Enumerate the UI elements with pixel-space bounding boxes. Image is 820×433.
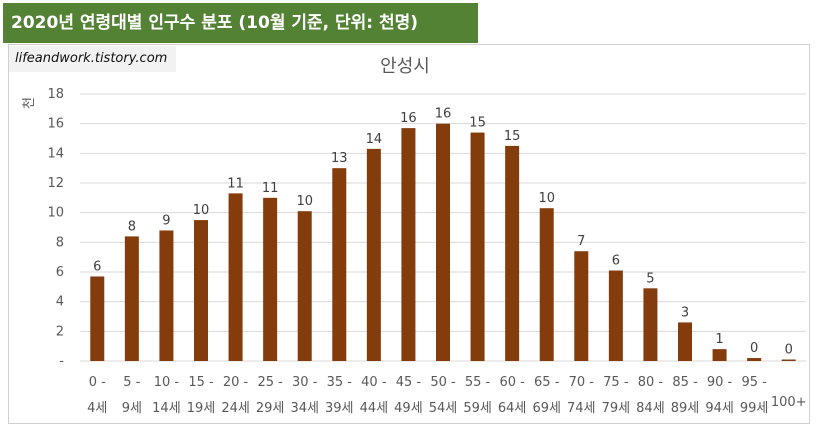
x-tick-label: 24세 <box>221 401 250 416</box>
bar <box>401 128 416 361</box>
data-label: 9 <box>162 213 170 228</box>
x-tick-label: 54세 <box>429 401 458 416</box>
x-tick-label: 60 - <box>499 375 525 390</box>
bar <box>194 220 208 361</box>
bar <box>539 208 554 361</box>
data-label: 6 <box>612 254 620 269</box>
x-tick-label: 55 - <box>465 375 491 390</box>
x-tick-label: 25 - <box>257 375 283 390</box>
data-label: 10 <box>193 203 210 218</box>
x-tick-label: 85 - <box>672 375 698 390</box>
bar <box>263 197 278 361</box>
x-tick-label: 100+ <box>771 395 807 410</box>
chart-title: 안성시 <box>380 56 430 77</box>
x-tick-label: 64세 <box>498 401 527 416</box>
x-tick-label: 10 - <box>154 375 180 390</box>
chart-banner-title: 2020년 연령대별 인구수 분포 (10월 기준, 단위: 천명) <box>3 3 478 43</box>
data-label: 10 <box>538 191 555 206</box>
x-tick-label: 5 - <box>123 375 140 390</box>
x-tick-label: 20 - <box>223 375 249 390</box>
x-tick-label: 45 - <box>396 375 422 390</box>
y-tick-label: 4 <box>56 295 64 310</box>
y-tick-label: 12 <box>47 176 64 191</box>
y-tick-label: 18 <box>47 87 64 102</box>
data-label: 0 <box>750 341 758 356</box>
x-tick-label: 80 - <box>638 375 664 390</box>
x-tick-label: 49세 <box>394 401 423 416</box>
data-label: 7 <box>577 234 585 249</box>
x-tick-label: 59세 <box>463 401 492 416</box>
x-tick-label: 9세 <box>122 401 142 416</box>
y-tick-label: - <box>59 354 64 369</box>
data-label: 14 <box>366 132 383 147</box>
y-tick-label: 16 <box>47 117 64 132</box>
data-label: 1 <box>715 332 723 347</box>
bar <box>159 230 174 361</box>
x-tick-label: 70 - <box>569 375 595 390</box>
x-tick-label: 30 - <box>292 375 318 390</box>
x-tick-label: 39세 <box>325 401 354 416</box>
x-tick-label: 95 - <box>741 375 767 390</box>
data-label: 16 <box>435 107 452 122</box>
data-label: 0 <box>785 343 793 358</box>
x-tick-label: 44세 <box>360 401 389 416</box>
bar <box>643 288 658 361</box>
bar <box>574 251 589 361</box>
data-label: 15 <box>504 129 521 144</box>
bar <box>436 123 450 362</box>
y-tick-label: 14 <box>47 146 64 161</box>
data-label: 11 <box>227 176 244 191</box>
x-tick-label: 4세 <box>87 401 107 416</box>
x-tick-label: 69세 <box>532 401 561 416</box>
site-label: lifeandwork.tistory.com <box>9 46 176 72</box>
x-tick-label: 15 - <box>188 375 214 390</box>
x-tick-label: 14세 <box>152 401 181 416</box>
x-tick-label: 94세 <box>705 401 734 416</box>
y-axis-label: 천 <box>22 97 37 109</box>
data-label: 16 <box>400 111 417 126</box>
bar <box>124 236 139 361</box>
data-label: 15 <box>469 116 486 131</box>
bar <box>332 168 347 361</box>
bar <box>90 276 105 361</box>
y-tick-label: 6 <box>56 265 64 280</box>
y-tick-label: 2 <box>56 324 64 339</box>
y-tick-label: 8 <box>56 235 64 250</box>
bar <box>505 145 520 361</box>
x-tick-label: 29세 <box>256 401 285 416</box>
bar <box>747 358 762 361</box>
bar <box>297 211 312 361</box>
x-tick-label: 90 - <box>707 375 733 390</box>
data-label: 5 <box>646 271 654 286</box>
x-tick-label: 50 - <box>430 375 456 390</box>
bar <box>228 193 243 361</box>
x-tick-label: 89세 <box>671 401 700 416</box>
x-tick-label: 35 - <box>327 375 353 390</box>
x-tick-label: 79세 <box>602 401 631 416</box>
bar <box>678 322 692 361</box>
x-tick-label: 74세 <box>567 401 596 416</box>
x-tick-label: 84세 <box>636 401 665 416</box>
x-tick-label: 34세 <box>290 401 319 416</box>
x-tick-label: 75 - <box>603 375 629 390</box>
data-label: 13 <box>331 151 348 166</box>
bar <box>470 132 485 361</box>
x-tick-label: 40 - <box>361 375 387 390</box>
data-label: 8 <box>128 219 136 234</box>
bar <box>781 359 796 361</box>
bar <box>366 148 381 361</box>
data-label: 11 <box>262 181 279 196</box>
y-tick-label: 10 <box>47 206 64 221</box>
data-label: 3 <box>681 305 689 320</box>
data-label: 6 <box>93 259 101 274</box>
bar <box>608 270 623 361</box>
data-label: 10 <box>296 194 313 209</box>
x-tick-label: 99세 <box>740 401 769 416</box>
x-tick-label: 19세 <box>187 401 216 416</box>
x-tick-label: 0 - <box>89 375 106 390</box>
x-tick-label: 65 - <box>534 375 560 390</box>
bar <box>712 349 727 361</box>
